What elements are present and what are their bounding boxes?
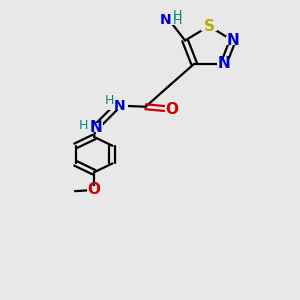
FancyBboxPatch shape bbox=[157, 15, 181, 25]
Text: N: N bbox=[217, 56, 230, 71]
FancyBboxPatch shape bbox=[165, 105, 179, 114]
Text: N: N bbox=[89, 120, 102, 135]
FancyBboxPatch shape bbox=[88, 123, 103, 132]
Text: S: S bbox=[203, 19, 214, 34]
Text: O: O bbox=[88, 182, 100, 197]
Text: H: H bbox=[172, 14, 182, 27]
Text: H: H bbox=[105, 94, 114, 106]
FancyBboxPatch shape bbox=[87, 185, 101, 194]
Text: N: N bbox=[160, 13, 172, 27]
FancyBboxPatch shape bbox=[201, 21, 217, 31]
FancyBboxPatch shape bbox=[226, 36, 240, 45]
FancyBboxPatch shape bbox=[217, 59, 231, 68]
Text: N: N bbox=[226, 33, 239, 48]
Text: H: H bbox=[172, 9, 182, 22]
Text: H: H bbox=[79, 119, 88, 132]
FancyBboxPatch shape bbox=[108, 101, 127, 110]
Text: O: O bbox=[166, 102, 178, 117]
Text: N: N bbox=[113, 98, 125, 112]
